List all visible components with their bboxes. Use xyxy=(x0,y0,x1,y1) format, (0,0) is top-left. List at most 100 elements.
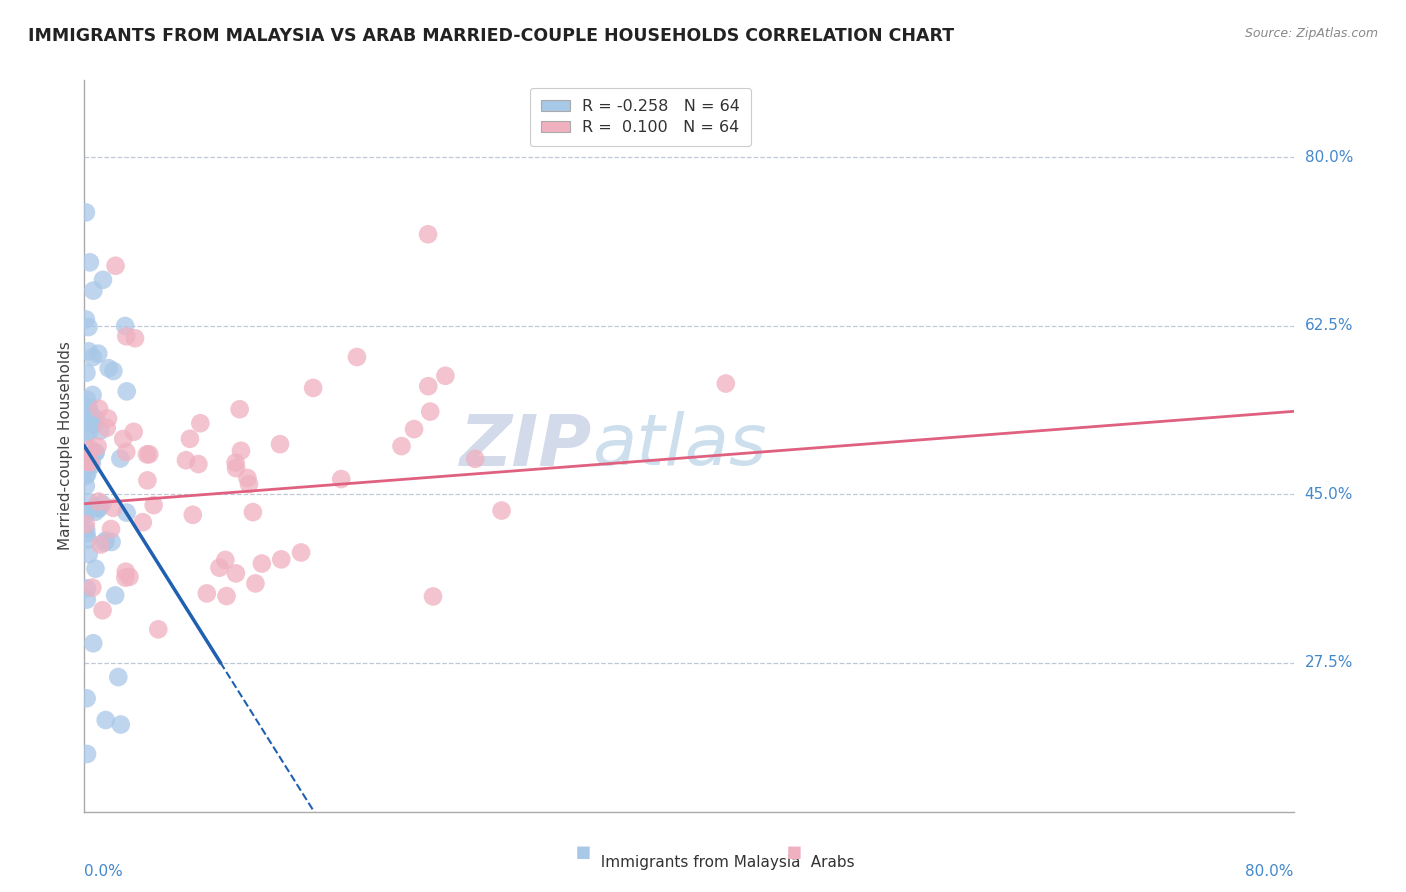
Point xyxy=(138,447,160,461)
Point xyxy=(136,474,159,488)
Point xyxy=(77,533,100,547)
Y-axis label: Married-couple Households: Married-couple Households xyxy=(58,342,73,550)
Legend: R = -0.258   N = 64, R =  0.100   N = 64: R = -0.258 N = 64, R = 0.100 N = 64 xyxy=(530,88,751,146)
Point xyxy=(110,717,132,731)
Point xyxy=(124,331,146,345)
Point xyxy=(76,455,98,469)
Point xyxy=(79,405,101,419)
Point xyxy=(75,508,97,522)
Point xyxy=(148,623,170,637)
Point xyxy=(346,350,368,364)
Text: ▪: ▪ xyxy=(786,840,803,864)
Point xyxy=(79,455,101,469)
Point xyxy=(269,437,291,451)
Point xyxy=(76,691,98,706)
Text: Immigrants from Malaysia: Immigrants from Malaysia xyxy=(591,855,800,870)
Text: ▪: ▪ xyxy=(575,840,592,864)
Point xyxy=(245,576,267,591)
Point xyxy=(122,425,145,439)
Point xyxy=(181,508,204,522)
Point xyxy=(142,498,165,512)
Point xyxy=(115,445,138,459)
Point xyxy=(103,364,125,378)
Point xyxy=(422,590,444,604)
Point xyxy=(270,552,292,566)
Point xyxy=(84,445,107,459)
Point xyxy=(114,565,136,579)
Point xyxy=(214,553,236,567)
Point xyxy=(93,535,115,549)
Point xyxy=(238,477,260,491)
Point xyxy=(132,515,155,529)
Text: IMMIGRANTS FROM MALAYSIA VS ARAB MARRIED-COUPLE HOUSEHOLDS CORRELATION CHART: IMMIGRANTS FROM MALAYSIA VS ARAB MARRIED… xyxy=(28,27,955,45)
Point xyxy=(114,318,136,333)
Point xyxy=(290,545,312,559)
Point xyxy=(89,501,111,516)
Point xyxy=(114,571,136,585)
Text: 62.5%: 62.5% xyxy=(1305,318,1353,334)
Point xyxy=(76,467,98,481)
Point xyxy=(90,537,112,551)
Point xyxy=(179,432,201,446)
Text: 0.0%: 0.0% xyxy=(84,864,124,880)
Point xyxy=(77,547,100,561)
Point xyxy=(215,589,238,603)
Point xyxy=(208,560,231,574)
Point xyxy=(84,500,107,514)
Point xyxy=(87,346,110,360)
Point xyxy=(714,376,737,391)
Point xyxy=(75,517,97,532)
Point xyxy=(76,392,98,407)
Point xyxy=(91,603,114,617)
Point xyxy=(75,504,97,518)
Point xyxy=(115,384,138,399)
Point xyxy=(75,461,97,475)
Point xyxy=(188,416,211,430)
Point xyxy=(391,439,413,453)
Point xyxy=(418,379,440,393)
Point xyxy=(491,503,513,517)
Point xyxy=(79,442,101,456)
Point xyxy=(77,344,100,359)
Point xyxy=(77,320,100,334)
Point xyxy=(89,424,111,438)
Point xyxy=(419,404,441,418)
Point xyxy=(77,495,100,509)
Point xyxy=(75,366,97,380)
Point xyxy=(225,461,247,475)
Point xyxy=(330,472,353,486)
Point xyxy=(84,562,107,576)
Text: 27.5%: 27.5% xyxy=(1305,655,1353,670)
Point xyxy=(100,522,122,536)
Point xyxy=(75,312,97,326)
Point xyxy=(82,636,104,650)
Point xyxy=(104,259,127,273)
Point xyxy=(89,401,111,416)
Point xyxy=(100,535,122,549)
Point xyxy=(136,447,159,461)
Point xyxy=(75,205,97,219)
Point xyxy=(96,421,118,435)
Point xyxy=(94,533,117,548)
Point xyxy=(84,445,107,459)
Point xyxy=(75,523,97,537)
Point xyxy=(115,506,138,520)
Point xyxy=(75,479,97,493)
Point xyxy=(229,443,252,458)
Point xyxy=(77,401,100,415)
Text: atlas: atlas xyxy=(592,411,766,481)
Point xyxy=(402,422,425,436)
Point xyxy=(84,505,107,519)
Point xyxy=(242,505,264,519)
Point xyxy=(250,557,273,571)
Point xyxy=(464,451,486,466)
Point xyxy=(75,429,97,443)
Point xyxy=(416,227,439,242)
Point xyxy=(91,497,114,511)
Point xyxy=(80,455,103,469)
Point xyxy=(225,456,247,470)
Point xyxy=(75,469,97,483)
Point xyxy=(236,471,259,485)
Point xyxy=(97,411,120,425)
Point xyxy=(104,589,127,603)
